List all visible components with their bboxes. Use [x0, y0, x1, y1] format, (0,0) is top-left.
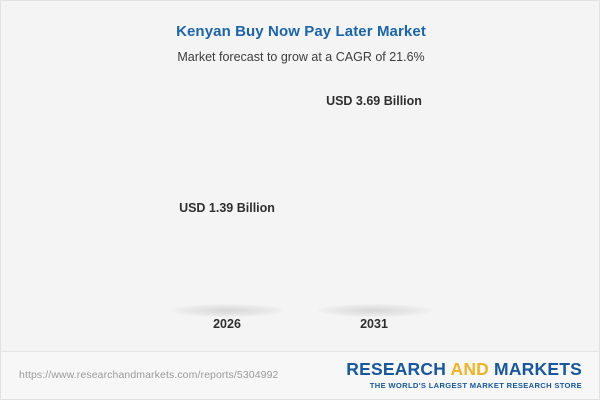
bar-shadow-2031	[318, 304, 431, 317]
bar-group-2031: USD 3.69 Billion 2031	[294, 1, 454, 353]
bar-shadow-2026	[171, 304, 284, 317]
report-url-link[interactable]: https://www.researchandmarkets.com/repor…	[19, 369, 279, 381]
brand-tagline: THE WORLD'S LARGEST MARKET RESEARCH STOR…	[369, 381, 582, 390]
brand-word-research: RESEARCH	[346, 359, 451, 379]
footer-bar: https://www.researchandmarkets.com/repor…	[1, 351, 599, 399]
bar-category-label-2031: 2031	[360, 317, 388, 331]
chart-header: Kenyan Buy Now Pay Later Market Market f…	[1, 1, 599, 66]
chart-title: Kenyan Buy Now Pay Later Market	[176, 23, 426, 40]
brand-name: RESEARCH AND MARKETS	[346, 359, 582, 379]
brand-word-and: AND	[450, 359, 489, 379]
brand-word-markets: MARKETS	[489, 359, 582, 379]
brand-logo[interactable]: RESEARCH AND MARKETS THE WORLD'S LARGEST…	[346, 359, 582, 391]
bar-value-label-2031: USD 3.69 Billion	[326, 94, 422, 108]
chart-plot-area: USD 1.39 Billion 2026 USD 3.69 Billion	[1, 1, 599, 353]
chart-subtitle: Market forecast to grow at a CAGR of 21.…	[177, 50, 425, 64]
bar-category-label-2026: 2026	[213, 317, 241, 331]
bar-value-label-2026: USD 1.39 Billion	[179, 201, 275, 215]
bar-group-2026: USD 1.39 Billion 2026	[147, 1, 307, 353]
